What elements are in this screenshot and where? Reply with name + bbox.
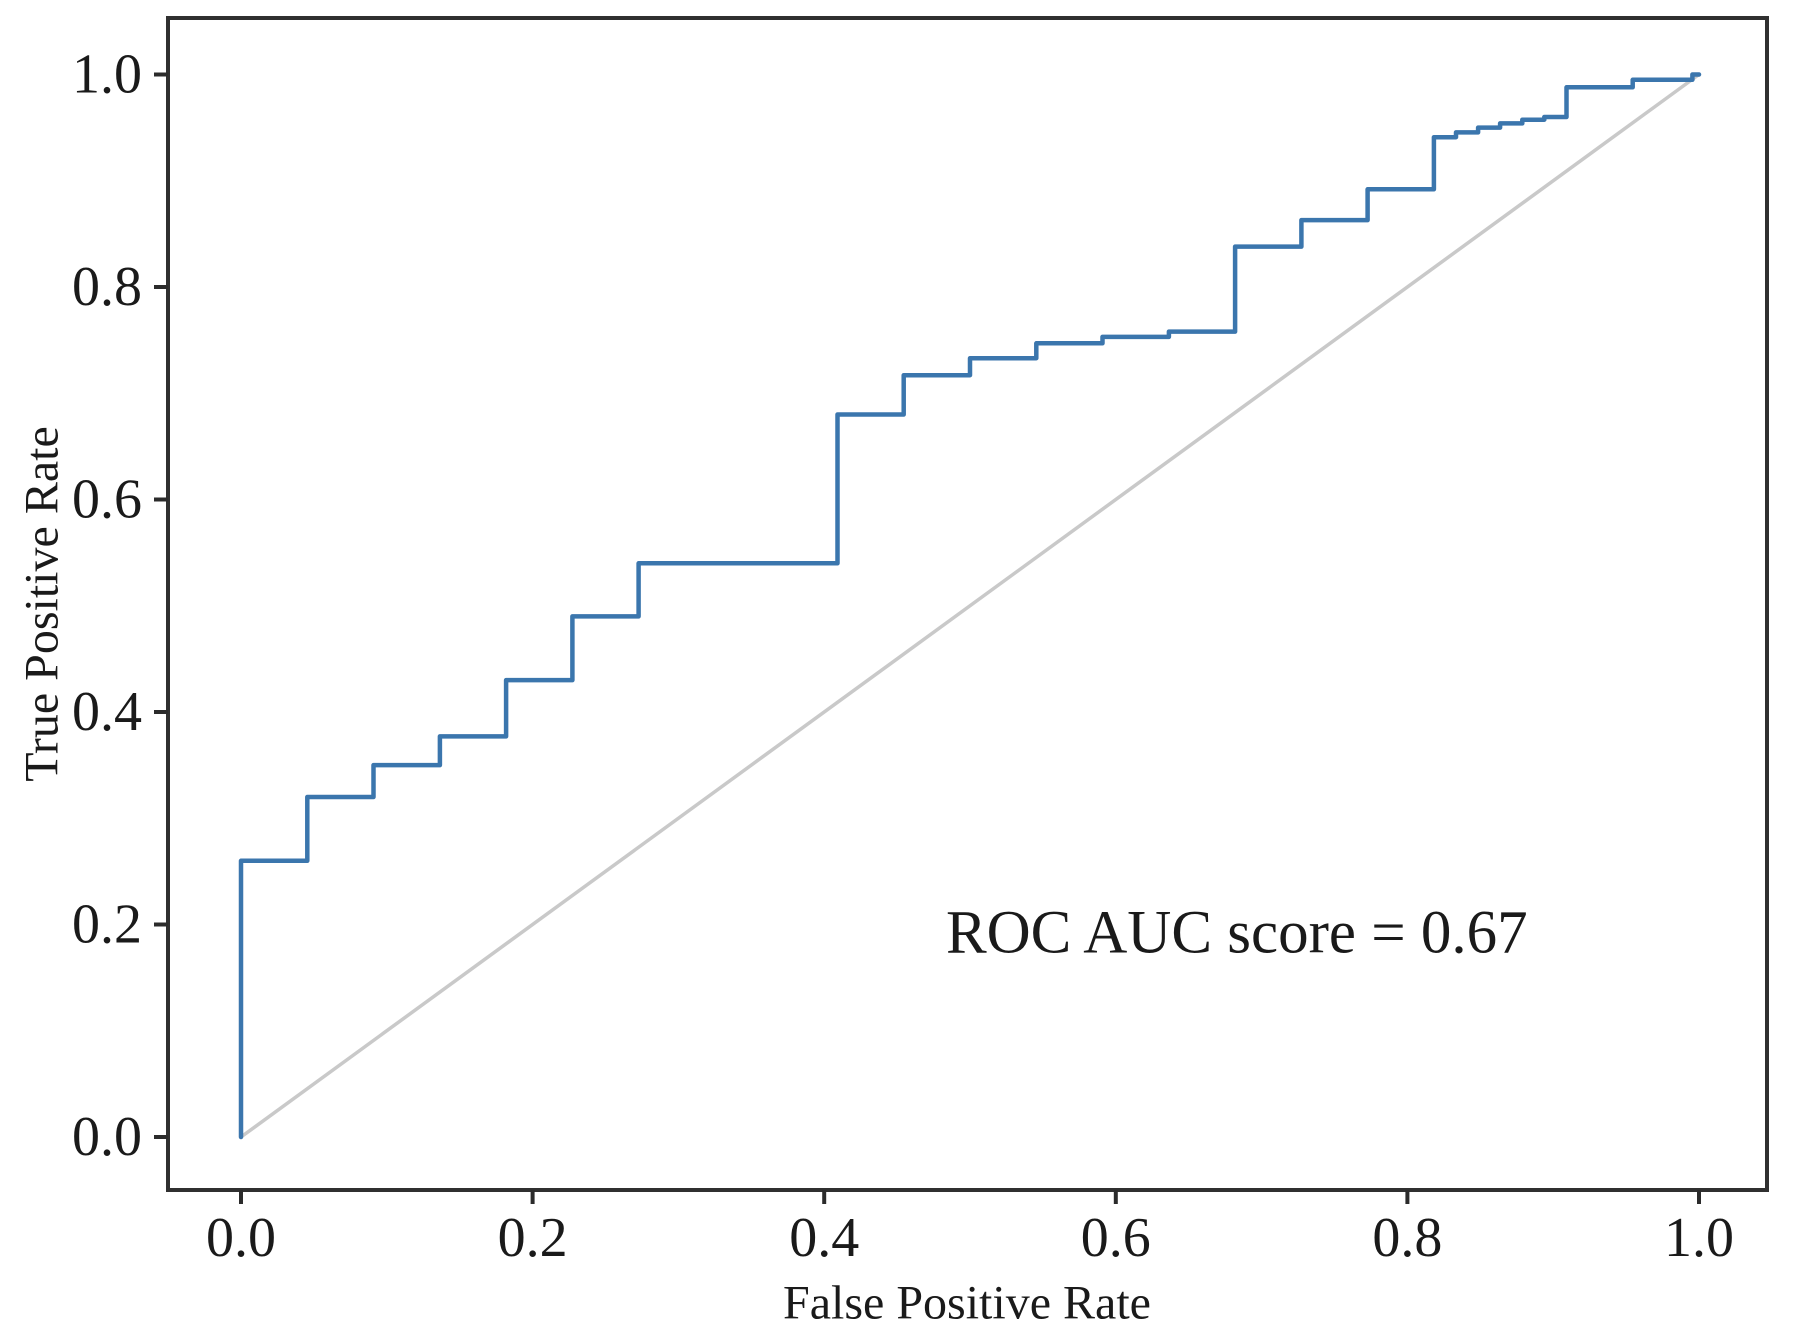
y-tick-label: 0.2 [72, 894, 142, 956]
x-tick-label: 0.8 [1372, 1207, 1442, 1269]
y-tick-label: 0.8 [72, 256, 142, 318]
x-tick-label: 0.2 [498, 1207, 568, 1269]
y-tick-label: 0.6 [72, 469, 142, 531]
y-axis-title: True Positive Rate [16, 426, 69, 782]
x-tick-label: 0.4 [789, 1207, 859, 1269]
plot-frame [166, 16, 1769, 1192]
axes-layer: 0.0 0.2 0.4 0.6 0.8 1.0 0.0 0.2 0.4 0.6 0.8 1.0 [72, 16, 1769, 1269]
y-tick-label: 0.0 [72, 1106, 142, 1168]
y-tick-label: 0.4 [72, 681, 142, 743]
y-tick-label: 1.0 [72, 44, 142, 106]
x-tick-label: 0.0 [206, 1207, 276, 1269]
chance-diagonal-line [239, 72, 1701, 1139]
x-axis-title: False Positive Rate [783, 1277, 1151, 1330]
series-layer [238, 72, 1702, 1140]
roc-curve-line [238, 72, 1702, 1140]
auc-annotation-text: ROC AUC score = 0.67 [946, 900, 1528, 967]
x-tick-label: 0.6 [1081, 1207, 1151, 1269]
x-tick-label: 1.0 [1664, 1207, 1734, 1269]
